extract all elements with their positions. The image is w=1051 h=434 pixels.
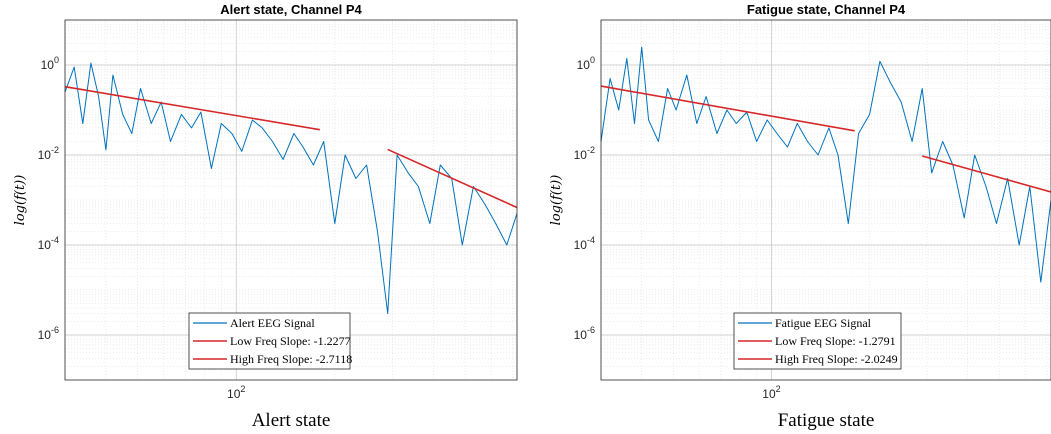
chart-title: Fatigue state, Channel P4 bbox=[747, 2, 906, 17]
legend-entry-low-fit: Low Freq Slope: -1.2791 bbox=[775, 334, 896, 348]
y-tick-label: 10-4 bbox=[38, 235, 59, 252]
y-axis-label: log(f(t)) bbox=[13, 175, 28, 226]
signal-curve-group bbox=[600, 46, 1051, 283]
legend-entry-low-fit: Low Freq Slope: -1.2277 bbox=[230, 334, 351, 348]
legend-entry-high-fit: High Freq Slope: -2.7118 bbox=[230, 352, 352, 366]
fatigue-state-panel: Fatigue state, Channel P4 10-610-410-210… bbox=[549, 2, 1051, 431]
axes-box bbox=[64, 19, 518, 381]
fit-lines-group bbox=[64, 85, 518, 209]
y-tick-label: 10-6 bbox=[574, 325, 595, 342]
signal-line bbox=[600, 46, 1051, 283]
fit-lines-group bbox=[600, 85, 1051, 193]
x-axis-label: Alert state bbox=[252, 410, 331, 431]
legend-entry-high-fit: High Freq Slope: -2.0249 bbox=[775, 352, 898, 366]
x-tick-label: 102 bbox=[227, 384, 245, 401]
y-tick-label: 10-6 bbox=[38, 325, 59, 342]
y-axis-label: log(f(t)) bbox=[549, 175, 564, 226]
tick-labels: 10-6 10-4 10-2 100 102 bbox=[38, 55, 246, 401]
y-tick-label: 100 bbox=[577, 55, 595, 72]
y-tick-label: 10-2 bbox=[38, 145, 59, 162]
signal-line bbox=[64, 62, 518, 314]
legend-entry-signal: Fatigue EEG Signal bbox=[775, 316, 872, 330]
tick-labels: 10-6 10-4 10-2 100 102 bbox=[574, 55, 781, 401]
y-tick-label: 100 bbox=[41, 55, 59, 72]
chart-title: Alert state, Channel P4 bbox=[220, 2, 362, 17]
y-tick-label: 10-4 bbox=[574, 235, 595, 252]
x-tick-label: 102 bbox=[762, 384, 780, 401]
x-axis-label: Fatigue state bbox=[778, 410, 875, 431]
alert-state-panel: Alert state, Channel P4 10-610-410-21001… bbox=[13, 2, 518, 431]
signal-curve-group bbox=[64, 62, 518, 314]
y-tick-label: 10-2 bbox=[574, 145, 595, 162]
legend: Fatigue EEG Signal Low Freq Slope: -1.27… bbox=[733, 312, 902, 370]
legend: Alert EEG Signal Low Freq Slope: -1.2277… bbox=[188, 312, 352, 370]
grid bbox=[65, 20, 517, 380]
high-freq-fit-line bbox=[922, 155, 1051, 193]
high-freq-fit-line bbox=[387, 148, 518, 209]
low-freq-fit-line bbox=[600, 85, 855, 132]
axes-box bbox=[600, 19, 1051, 381]
low-freq-fit-line bbox=[64, 85, 320, 131]
legend-entry-signal: Alert EEG Signal bbox=[230, 316, 315, 330]
